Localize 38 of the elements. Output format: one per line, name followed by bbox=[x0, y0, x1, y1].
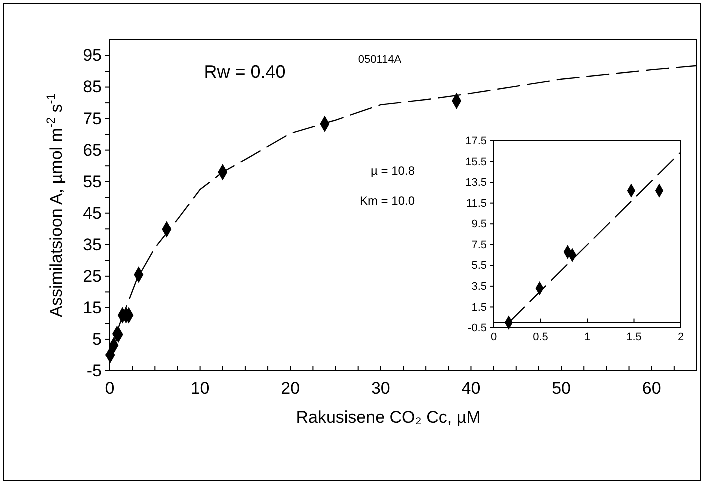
annotation: µ = 10.8 bbox=[371, 164, 416, 178]
y-tick-label: 9.5 bbox=[472, 218, 487, 231]
x-tick-label: 30 bbox=[371, 379, 390, 398]
y-tick-label: 11.5 bbox=[466, 198, 487, 210]
x-tick-label: 40 bbox=[462, 379, 481, 398]
y-tick-label: 35 bbox=[83, 235, 102, 254]
y-tick-label: -5 bbox=[86, 361, 102, 380]
y-tick-label: 95 bbox=[83, 46, 102, 66]
y-tick-label: 5.5 bbox=[472, 260, 487, 272]
x-tick-label: 60 bbox=[642, 379, 662, 398]
y-tick-label: 15.5 bbox=[466, 156, 487, 168]
annotation: 050114A bbox=[358, 54, 402, 66]
x-tick-label: 10 bbox=[190, 379, 210, 398]
y-tick-label: 3.5 bbox=[472, 280, 487, 293]
y-tick-label: 85 bbox=[83, 78, 102, 97]
x-tick-label: 1.5 bbox=[626, 332, 642, 344]
y-tick-label: 1.5 bbox=[472, 302, 487, 314]
y-tick-label: 65 bbox=[83, 140, 102, 160]
x-tick-label: 0.5 bbox=[533, 332, 548, 344]
y-tick-label: 17.5 bbox=[466, 136, 487, 148]
x-tick-label: 20 bbox=[281, 379, 300, 398]
x-tick-label: 0 bbox=[490, 332, 498, 344]
x-axis-title: Rakusisene CO₂ Cc, µM bbox=[296, 408, 481, 427]
y-tick-label: 13.5 bbox=[466, 177, 487, 190]
x-tick-label: 1 bbox=[584, 332, 591, 344]
y-tick-label: 45 bbox=[83, 204, 102, 223]
annotation: Rw = 0.40 bbox=[204, 62, 286, 82]
y-tick-label: -0.5 bbox=[468, 322, 487, 335]
x-tick-label: 2 bbox=[678, 332, 684, 344]
x-tick-label: 50 bbox=[552, 379, 571, 398]
y-tick-label: 25 bbox=[83, 266, 102, 286]
y-tick-label: 15 bbox=[83, 298, 102, 318]
y-tick-label: 7.5 bbox=[472, 239, 487, 252]
y-tick-label: 75 bbox=[83, 109, 102, 128]
y-tick-label: 55 bbox=[83, 172, 102, 192]
x-tick-label: 0 bbox=[105, 379, 115, 398]
y-tick-label: 5 bbox=[92, 330, 102, 349]
annotation: Km = 10.0 bbox=[360, 194, 416, 208]
